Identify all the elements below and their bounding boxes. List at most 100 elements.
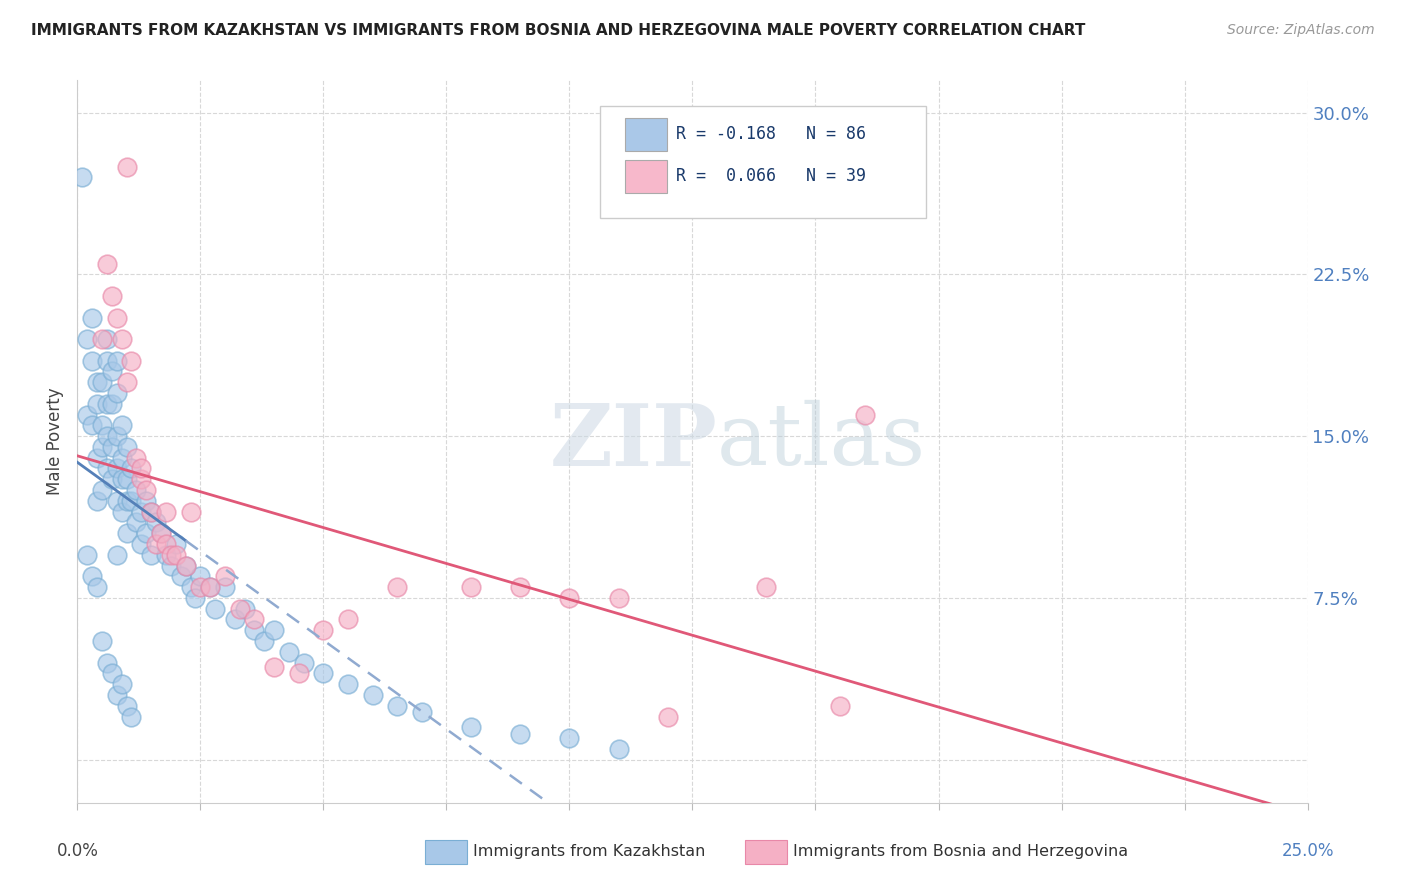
Point (165, 548, 187, 562)
Point (188, 580, 212, 594)
Point (200, 580, 222, 594)
Point (121, 493, 143, 508)
Point (155, 537, 177, 551)
Point (312, 624, 335, 638)
Point (76, 548, 98, 562)
Point (233, 601, 256, 615)
Point (82, 569, 104, 583)
Point (90, 483, 114, 497)
Point (155, 548, 177, 562)
Point (170, 569, 193, 583)
Point (180, 505, 202, 519)
Point (385, 580, 409, 594)
Text: Source: ZipAtlas.com: Source: ZipAtlas.com (1227, 23, 1375, 37)
Point (188, 569, 212, 583)
Point (115, 493, 138, 508)
Point (337, 677, 360, 691)
Point (115, 698, 138, 713)
Text: atlas: atlas (717, 400, 927, 483)
Point (278, 645, 301, 659)
Text: 0.0%: 0.0% (56, 842, 98, 860)
Point (101, 472, 124, 486)
Point (86, 376, 108, 390)
Point (96, 656, 118, 670)
FancyBboxPatch shape (426, 839, 467, 864)
Point (204, 601, 226, 615)
Point (111, 677, 132, 691)
Point (184, 591, 207, 605)
Point (607, 591, 630, 605)
Point (101, 397, 124, 411)
Point (160, 548, 183, 562)
Point (312, 666, 335, 681)
Point (86, 397, 108, 411)
Point (135, 526, 157, 541)
Point (129, 472, 153, 486)
Point (90, 376, 114, 390)
Point (160, 558, 183, 573)
Point (558, 591, 581, 605)
Point (90, 634, 114, 648)
Point (411, 705, 433, 719)
Point (82, 310, 104, 325)
Point (115, 160, 138, 174)
Point (558, 731, 581, 745)
Y-axis label: Male Poverty: Male Poverty (46, 388, 65, 495)
Point (288, 666, 311, 681)
Point (96, 429, 118, 443)
Point (105, 688, 128, 702)
Text: R =  0.066   N = 39: R = 0.066 N = 39 (676, 168, 866, 186)
Point (101, 289, 124, 303)
Text: Immigrants from Bosnia and Herzegovina: Immigrants from Bosnia and Herzegovina (793, 845, 1129, 859)
Text: 25.0%: 25.0% (1281, 842, 1334, 860)
Point (129, 461, 153, 475)
Point (135, 493, 157, 508)
Point (755, 580, 778, 594)
Point (150, 526, 173, 541)
Point (243, 612, 266, 626)
Point (145, 516, 167, 530)
Point (105, 310, 128, 325)
Point (263, 624, 285, 638)
Point (105, 493, 128, 508)
Point (174, 558, 197, 573)
Point (657, 709, 679, 723)
Point (129, 505, 153, 519)
Point (243, 624, 266, 638)
Point (96, 397, 118, 411)
Point (82, 353, 104, 368)
Point (145, 537, 167, 551)
Point (361, 688, 384, 702)
Point (86, 450, 108, 465)
Point (115, 376, 138, 390)
Point (90, 332, 114, 346)
Point (125, 516, 148, 530)
Point (96, 353, 118, 368)
Point (70, 170, 93, 185)
Point (101, 364, 124, 378)
Point (292, 656, 315, 670)
Point (101, 440, 124, 454)
Point (111, 418, 132, 433)
Point (263, 660, 285, 674)
Point (115, 472, 138, 486)
Point (125, 450, 148, 465)
Point (111, 505, 132, 519)
Point (214, 580, 236, 594)
Text: R = -0.168   N = 86: R = -0.168 N = 86 (676, 126, 866, 144)
Text: Immigrants from Kazakhstan: Immigrants from Kazakhstan (474, 845, 706, 859)
Point (460, 720, 482, 734)
Point (105, 353, 128, 368)
Point (141, 505, 163, 519)
Point (105, 386, 128, 401)
Point (337, 612, 360, 626)
Point (180, 580, 202, 594)
Point (830, 698, 852, 713)
Point (135, 483, 157, 497)
Point (174, 558, 197, 573)
Point (200, 580, 222, 594)
Point (82, 418, 104, 433)
Point (607, 742, 630, 756)
Point (115, 526, 138, 541)
Point (86, 493, 108, 508)
